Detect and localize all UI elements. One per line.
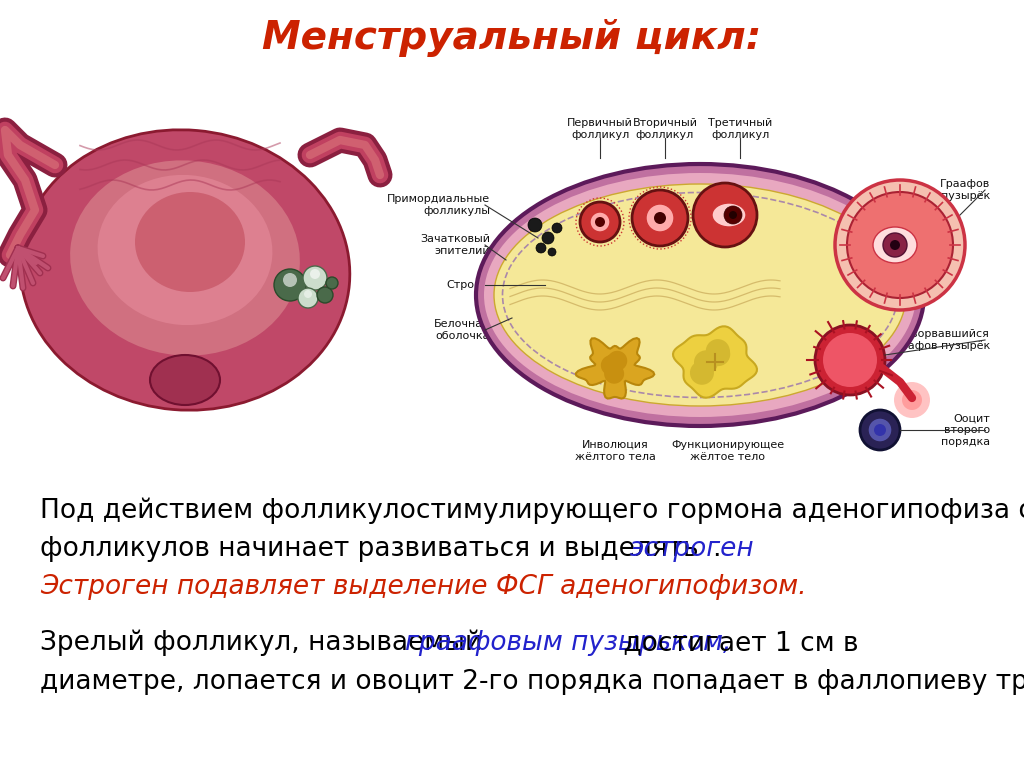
Circle shape — [595, 217, 605, 227]
Text: Ооцит
второго
порядка: Ооцит второго порядка — [941, 413, 990, 446]
Circle shape — [729, 211, 737, 219]
Ellipse shape — [150, 355, 220, 405]
Text: фолликулов начинает развиваться и выделять: фолликулов начинает развиваться и выделя… — [40, 536, 707, 562]
Circle shape — [890, 240, 900, 250]
Polygon shape — [575, 338, 654, 399]
Ellipse shape — [873, 227, 918, 263]
Ellipse shape — [97, 175, 272, 325]
Circle shape — [548, 248, 556, 256]
Text: Разорвавшийся
графов пузырёк: Разорвавшийся графов пузырёк — [895, 329, 990, 351]
Circle shape — [694, 351, 718, 374]
Text: .: . — [713, 536, 730, 562]
Circle shape — [317, 287, 333, 303]
Ellipse shape — [476, 164, 924, 426]
Text: Третичный
фолликул: Третичный фолликул — [708, 118, 772, 140]
Circle shape — [706, 339, 730, 363]
Circle shape — [298, 288, 318, 308]
Text: Зачатковый
эпителий: Зачатковый эпителий — [420, 234, 490, 256]
Circle shape — [847, 192, 953, 298]
Circle shape — [860, 410, 900, 450]
Text: Первичный
фолликул: Первичный фолликул — [567, 118, 633, 140]
Text: Менструальный цикл:: Менструальный цикл: — [262, 19, 762, 57]
Circle shape — [303, 266, 327, 290]
Text: достигает 1 см в: достигает 1 см в — [615, 630, 858, 656]
Text: Инволюция
жёлтого тела: Инволюция жёлтого тела — [574, 440, 655, 462]
Circle shape — [590, 212, 610, 232]
Circle shape — [632, 190, 688, 246]
Circle shape — [883, 233, 907, 257]
Text: Строма: Строма — [446, 280, 490, 290]
Ellipse shape — [135, 192, 245, 292]
Circle shape — [874, 424, 886, 436]
Circle shape — [580, 202, 620, 242]
Text: диаметре, лопается и овоцит 2-го порядка попадает в фаллопиеву трубу.: диаметре, лопается и овоцит 2-го порядка… — [40, 668, 1024, 695]
Text: граафовым пузырьком,: граафовым пузырьком, — [406, 630, 731, 656]
Circle shape — [604, 364, 624, 384]
Circle shape — [868, 418, 892, 442]
Text: Функционирующее
жёлтое тело: Функционирующее жёлтое тело — [672, 440, 784, 462]
Circle shape — [693, 183, 757, 247]
Polygon shape — [673, 326, 757, 398]
Circle shape — [603, 354, 624, 374]
Circle shape — [690, 360, 714, 385]
Circle shape — [607, 351, 628, 370]
Circle shape — [274, 269, 306, 301]
Ellipse shape — [494, 184, 906, 406]
Circle shape — [283, 273, 297, 287]
Text: эстроген: эстроген — [630, 536, 755, 562]
Circle shape — [552, 223, 562, 233]
Circle shape — [724, 206, 742, 224]
Circle shape — [536, 243, 546, 253]
Circle shape — [310, 269, 319, 279]
Circle shape — [646, 204, 674, 232]
Text: Граафов
пузырёк: Граафов пузырёк — [940, 179, 990, 201]
Ellipse shape — [484, 173, 916, 417]
Circle shape — [542, 232, 554, 244]
Circle shape — [304, 290, 312, 298]
Circle shape — [894, 382, 930, 418]
Text: Белочная
оболочка: Белочная оболочка — [434, 319, 490, 341]
Text: Вторичный
фолликул: Вторичный фолликул — [633, 118, 697, 140]
Circle shape — [835, 180, 965, 310]
Circle shape — [654, 212, 666, 224]
Text: Зрелый фолликул, называемый: Зрелый фолликул, называемый — [40, 630, 490, 657]
Circle shape — [707, 342, 730, 366]
Circle shape — [902, 390, 922, 410]
Text: Примордиальные
фолликулы: Примордиальные фолликулы — [387, 194, 490, 216]
Circle shape — [601, 355, 621, 375]
Ellipse shape — [70, 160, 300, 356]
Text: Под действием фолликулостимулирующего гормона аденогипофиза один из: Под действием фолликулостимулирующего го… — [40, 498, 1024, 525]
Text: Эстроген подавляет выделение ФСГ аденогипофизом.: Эстроген подавляет выделение ФСГ аденоги… — [40, 574, 807, 600]
Ellipse shape — [712, 203, 746, 227]
Circle shape — [528, 218, 542, 232]
Circle shape — [326, 277, 338, 289]
Circle shape — [815, 325, 885, 395]
Ellipse shape — [20, 130, 350, 410]
Circle shape — [823, 333, 877, 387]
